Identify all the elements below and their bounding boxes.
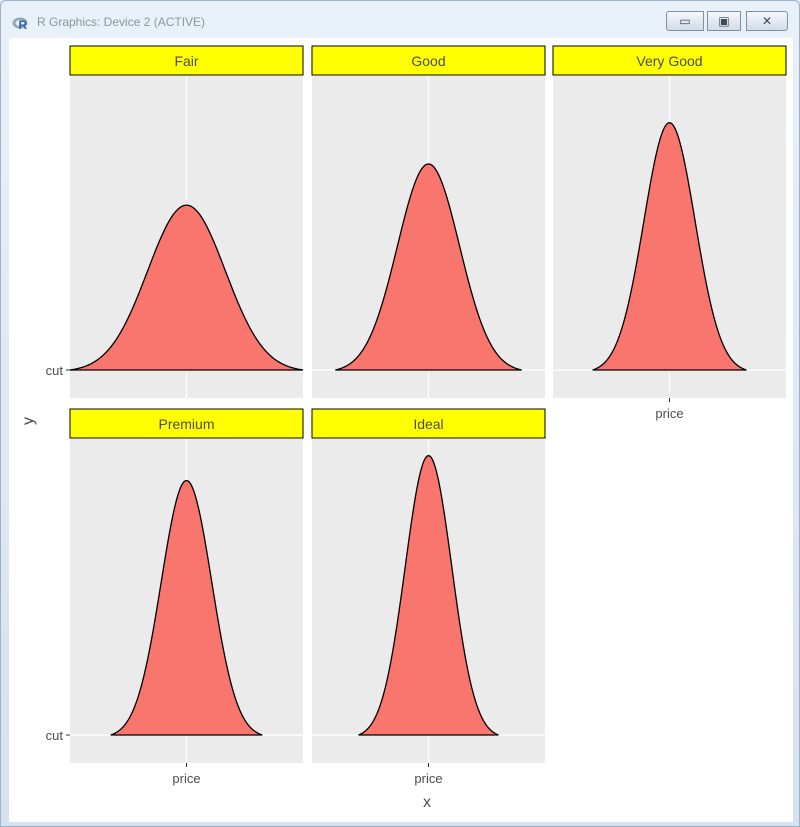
x-axis-title: x: [423, 794, 431, 811]
facet-label-very-good: Very Good: [636, 53, 702, 69]
close-button[interactable]: ✕: [746, 11, 788, 31]
facet-strip-premium: [69, 408, 304, 439]
density-area-premium: [110, 479, 263, 736]
facet-label-good: Good: [411, 53, 445, 69]
facet-label-premium: Premium: [158, 416, 214, 432]
facet-strip-very-good: [552, 45, 787, 76]
density-facet-chart: Fair cut Good Very Good price Premium cut price…: [20, 45, 787, 811]
maximize-icon: ▣: [718, 14, 730, 28]
window-title: R Graphics: Device 2 (ACTIVE): [37, 15, 206, 29]
facet-strip-ideal: [311, 408, 546, 439]
x-tick-label: price: [655, 406, 683, 421]
facet-label-fair: Fair: [174, 53, 198, 69]
x-tick-label: price: [172, 771, 200, 786]
facet-label-ideal: Ideal: [413, 416, 443, 432]
y-tick-label: cut: [46, 363, 64, 378]
plot-area: Fair cut Good Very Good price Premium cut price…: [9, 38, 793, 822]
y-tick-label: cut: [46, 728, 64, 743]
density-area-fair: [69, 204, 304, 371]
y-axis-title: y: [20, 417, 37, 425]
close-icon: ✕: [761, 14, 773, 28]
density-area-very-good: [592, 122, 747, 371]
svg-text:R: R: [19, 18, 28, 32]
density-area-good: [335, 163, 522, 371]
facet-strip-fair: [69, 45, 304, 76]
facet-strip-good: [311, 45, 546, 76]
maximize-button[interactable]: ▣: [707, 11, 741, 31]
r-logo-icon: R: [12, 17, 28, 32]
title-bar[interactable]: R R Graphics: Device 2 (ACTIVE) ▭ ▣ ✕: [1, 1, 799, 37]
density-area-ideal: [358, 454, 499, 736]
x-tick-label: price: [414, 771, 442, 786]
minimize-icon: ▭: [679, 14, 691, 28]
minimize-button[interactable]: ▭: [666, 11, 704, 31]
